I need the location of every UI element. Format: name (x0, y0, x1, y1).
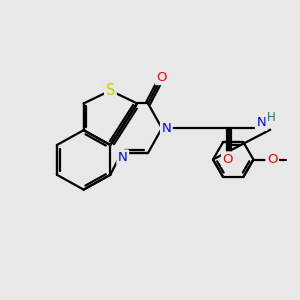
Text: O: O (156, 70, 166, 84)
Text: N: N (256, 116, 266, 129)
Text: O: O (223, 153, 233, 166)
Text: H: H (267, 111, 276, 124)
Text: O: O (267, 153, 278, 166)
Text: S: S (106, 83, 115, 98)
Text: N: N (161, 122, 171, 135)
Text: N: N (118, 151, 128, 164)
